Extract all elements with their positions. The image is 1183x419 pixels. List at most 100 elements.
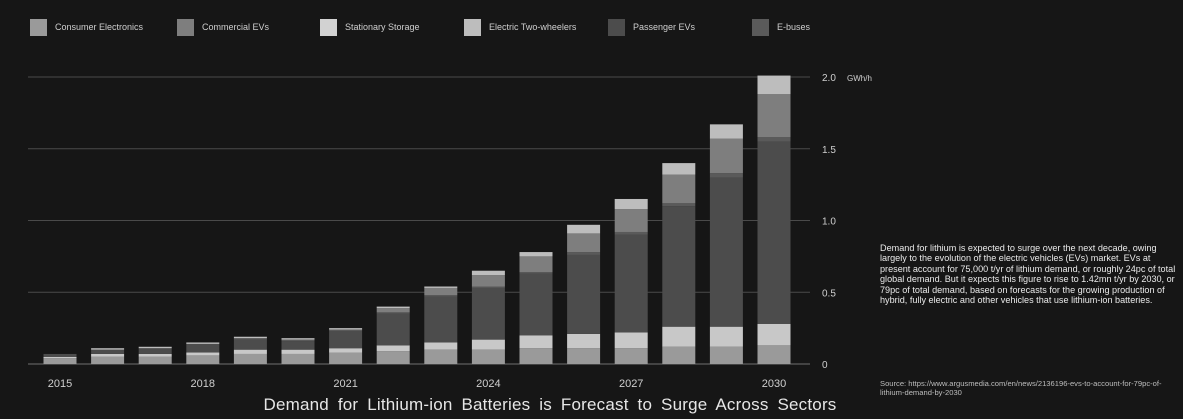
bar-segment-electric-two-wheelers [567,224,601,234]
legend-item-commercial-evs: Commercial EVs [177,14,269,40]
legend-item-consumer-electronics: Consumer Electronics [30,14,143,40]
bar-segment-e-buses [329,329,363,331]
bar-segment-stationary-storage [567,333,601,349]
source-citation: Source: https://www.argusmedia.com/en/ne… [880,379,1162,397]
bar-segment-commercial-evs [757,94,791,138]
legend-swatch [320,18,337,36]
legend-swatch [608,18,625,36]
description-note: Demand for lithium is expected to surge … [880,243,1176,306]
bar-segment-electric-two-wheelers [662,163,696,175]
x-tick-label: 2027 [619,378,643,390]
bar-segment-passenger-evs [614,234,648,333]
bar-segment-consumer-electronics [329,352,363,364]
bar-segment-stationary-storage [233,349,267,354]
legend-label: Electric Two-wheelers [489,22,577,32]
legend-label: Commercial EVs [202,22,270,32]
bar-segment-consumer-electronics [424,349,458,364]
bar-segment-electric-two-wheelers [614,198,648,210]
bar-segment-consumer-electronics [709,346,743,364]
y-tick-label: 0 [822,360,828,371]
bar-segment-stationary-storage [757,323,791,346]
legend-label: Stationary Storage [345,22,420,32]
bar-segment-electric-two-wheelers [757,75,791,95]
bar-segment-passenger-evs [471,287,505,340]
y-tick-label: 1.0 [822,217,836,228]
bar-segment-consumer-electronics [281,353,315,364]
bar-segment-consumer-electronics [376,351,410,364]
legend-swatch [752,18,769,36]
legend-label: Passenger EVs [633,22,696,32]
bar-segment-e-buses [233,338,267,340]
bar-segment-consumer-electronics [757,345,791,364]
bar-segment-consumer-electronics [43,358,77,364]
bar-segment-stationary-storage [519,335,553,349]
bar-segment-passenger-evs [757,141,791,324]
bar-segment-e-buses [376,312,410,314]
bar-segment-electric-two-wheelers [329,328,363,330]
bar-segment-e-buses [424,295,458,297]
bar-segment-electric-two-wheelers [709,124,743,139]
bar-segment-passenger-evs [91,349,125,354]
bar-segment-electric-two-wheelers [424,286,458,288]
bar-segment-consumer-electronics [519,348,553,364]
bar-segment-electric-two-wheelers [471,270,505,276]
bar-segment-consumer-electronics [614,348,648,364]
bar-segment-stationary-storage [329,348,363,353]
bar-segment-commercial-evs [376,308,410,313]
bar-segment-commercial-evs [614,209,648,232]
bar-segment-passenger-evs [329,330,363,349]
bar-segment-e-buses [614,231,648,235]
bar-segment-consumer-electronics [138,356,172,364]
bar-segment-passenger-evs [376,313,410,346]
legend-item-electric-two-wheelers: Electric Two-wheelers [464,14,576,40]
bar-segment-passenger-evs [567,254,601,334]
chart-legend: Consumer Electronics Commercial EVs Stat… [30,14,830,40]
bar-segment-electric-two-wheelers [186,342,220,344]
bars [43,75,791,364]
bar-segment-passenger-evs [709,177,743,327]
bar-segment-passenger-evs [424,296,458,343]
bar-segment-stationary-storage [376,345,410,352]
bar-segment-commercial-evs [424,287,458,296]
y-tick-label: 2.0 [822,73,836,84]
legend-swatch [464,18,481,36]
legend-item-stationary-storage: Stationary Storage [320,14,420,40]
bar-segment-passenger-evs [281,341,315,350]
bar-segment-e-buses [471,286,505,288]
x-tick-label: 2030 [762,378,786,390]
bar-segment-e-buses [567,252,601,255]
bar-segment-electric-two-wheelers [233,336,267,339]
bar-segment-electric-two-wheelers [281,338,315,340]
bar-segment-stationary-storage [91,353,125,357]
bar-segment-consumer-electronics [233,353,267,364]
bar-segment-electric-two-wheelers [519,252,553,257]
bar-segment-commercial-evs [567,233,601,253]
legend-swatch [30,18,47,36]
bar-segment-consumer-electronics [567,348,601,364]
legend-label: E-buses [777,22,811,32]
bar-segment-consumer-electronics [186,355,220,364]
bar-segment-stationary-storage [662,326,696,347]
bar-segment-e-buses [519,272,553,274]
bar-segment-passenger-evs [43,353,77,357]
bar-segment-stationary-storage [43,356,77,359]
legend-item-passenger-evs: Passenger EVs [608,14,695,40]
chart-title: Demand for Lithium-ion Batteries is Fore… [263,395,837,414]
legend-swatch [177,18,194,36]
bar-segment-commercial-evs [471,275,505,287]
bar-segment-e-buses [757,137,791,142]
x-tick-label: 2015 [48,378,72,390]
y-tick-label: 0.5 [822,288,836,299]
legend-item-e-buses: E-buses [752,14,810,40]
axis-ticks: 0 0.5 1.0 1.5 2.0 GWh/h 2015 2018 2021 2024 2027 20… [48,73,872,390]
bar-segment-e-buses [709,173,743,178]
bar-segment-stationary-storage [281,349,315,354]
x-tick-label: 2024 [476,378,500,390]
bar-segment-e-buses [281,339,315,342]
bar-segment-passenger-evs [233,339,267,350]
bar-segment-electric-two-wheelers [91,348,125,350]
bar-segment-passenger-evs [186,343,220,353]
bar-segment-passenger-evs [519,273,553,336]
bar-segment-commercial-evs [709,138,743,174]
